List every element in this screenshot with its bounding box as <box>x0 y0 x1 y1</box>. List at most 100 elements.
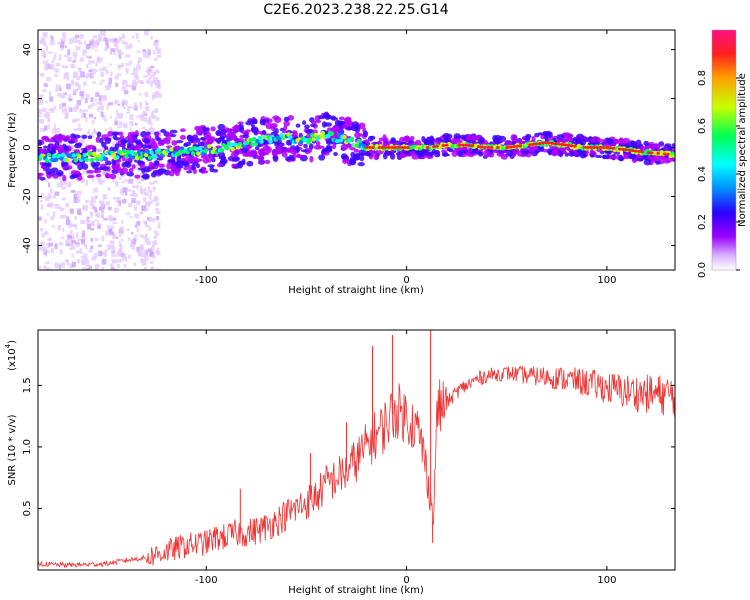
noise-speck <box>116 38 120 43</box>
spectrogram-marks <box>38 30 675 270</box>
ridge-peak-blob <box>633 149 638 153</box>
noise-speck <box>68 163 73 167</box>
noise-speck <box>76 105 79 108</box>
noise-speck <box>94 237 99 241</box>
snr-x-tick-label: -100 <box>195 575 218 586</box>
ridge-core-blob <box>64 157 70 163</box>
ridge-peak-blob <box>656 151 660 155</box>
noise-speck <box>55 89 59 92</box>
ridge-halo-blob <box>668 145 673 151</box>
ridge-halo-blob <box>376 140 383 146</box>
ridge-peak-blob <box>589 146 593 150</box>
noise-speck <box>67 106 71 110</box>
noise-speck <box>39 72 45 77</box>
ridge-peak-blob <box>563 143 568 147</box>
noise-speck <box>50 215 54 221</box>
ridge-halo-blob <box>250 124 255 128</box>
ridge-halo-blob <box>402 136 409 142</box>
ridge-core-blob <box>219 148 225 153</box>
noise-speck <box>128 237 131 241</box>
noise-speck <box>150 266 155 270</box>
noise-speck <box>99 99 103 105</box>
ridge-halo-blob <box>134 174 141 179</box>
noise-speck <box>138 234 144 237</box>
ridge-core-blob <box>134 156 140 161</box>
noise-speck <box>83 204 89 211</box>
ridge-halo-blob <box>261 129 267 135</box>
noise-speck <box>131 189 136 196</box>
ridge-core-blob <box>336 132 342 138</box>
ridge-peak-blob <box>627 148 632 152</box>
ridge-halo-blob <box>219 158 228 165</box>
noise-speck <box>77 239 82 242</box>
ridge-halo-blob <box>253 131 259 136</box>
noise-speck <box>147 186 151 190</box>
ridge-halo-blob <box>576 136 582 143</box>
ridge-halo-blob <box>86 169 94 174</box>
ridge-peak-blob <box>547 141 552 145</box>
noise-speck <box>157 222 161 227</box>
ridge-core-blob <box>44 158 50 163</box>
noise-speck <box>94 263 100 270</box>
ridge-halo-blob <box>411 154 420 160</box>
noise-speck <box>76 39 81 43</box>
noise-speck <box>57 93 61 97</box>
noise-speck <box>74 216 77 220</box>
ridge-halo-blob <box>556 134 564 140</box>
spectrogram-ticks: -100 0 100 -40 -20 0 20 40 <box>22 30 675 286</box>
ridge-halo-blob <box>461 149 468 154</box>
noise-speck <box>70 245 76 250</box>
noise-speck <box>73 128 79 131</box>
ridge-halo-blob <box>636 157 644 162</box>
noise-speck <box>64 45 67 48</box>
noise-speck <box>40 241 45 246</box>
noise-speck <box>64 71 69 78</box>
noise-speck <box>157 92 162 98</box>
noise-speck <box>96 148 102 153</box>
noise-speck <box>108 206 112 211</box>
noise-speck <box>85 98 88 104</box>
noise-speck <box>128 203 133 208</box>
noise-speck <box>115 199 119 203</box>
noise-speck <box>117 65 121 70</box>
ridge-core-blob <box>152 154 158 159</box>
noise-speck <box>151 241 156 245</box>
noise-speck <box>139 104 143 110</box>
noise-speck <box>43 112 49 118</box>
ridge-halo-blob <box>126 171 135 177</box>
ridge-peak-blob <box>598 146 603 150</box>
noise-speck <box>148 248 152 253</box>
ridge-peak-blob <box>573 144 577 148</box>
noise-speck <box>147 67 152 71</box>
noise-speck <box>119 258 124 262</box>
ridge-core-blob <box>102 156 107 161</box>
noise-speck <box>91 120 95 125</box>
ridge-core-blob <box>309 133 315 138</box>
noise-speck <box>85 261 90 267</box>
noise-speck <box>42 32 45 36</box>
noise-speck <box>155 249 158 254</box>
noise-speck <box>74 34 80 38</box>
ridge-peak-blob <box>637 149 641 153</box>
noise-speck <box>85 267 90 270</box>
noise-speck <box>106 43 109 49</box>
spectrogram-y-tick-label: 0 <box>22 144 33 150</box>
noise-speck <box>48 242 54 247</box>
noise-speck <box>65 202 70 208</box>
ridge-halo-blob <box>358 122 366 130</box>
noise-speck <box>38 216 43 221</box>
noise-speck <box>141 178 145 181</box>
ridge-halo-blob <box>183 166 188 171</box>
noise-speck <box>145 202 151 206</box>
ridge-halo-blob <box>134 139 142 144</box>
ridge-halo-blob <box>275 148 283 155</box>
noise-speck <box>119 115 123 119</box>
ridge-peak-blob <box>608 146 612 150</box>
noise-speck <box>145 207 149 212</box>
ridge-core-blob <box>136 150 142 155</box>
ridge-peak-blob <box>582 145 587 149</box>
ridge-core-blob <box>122 149 127 154</box>
ridge-core-blob <box>194 146 199 152</box>
ridge-halo-blob <box>181 157 187 162</box>
noise-speck <box>77 103 80 108</box>
